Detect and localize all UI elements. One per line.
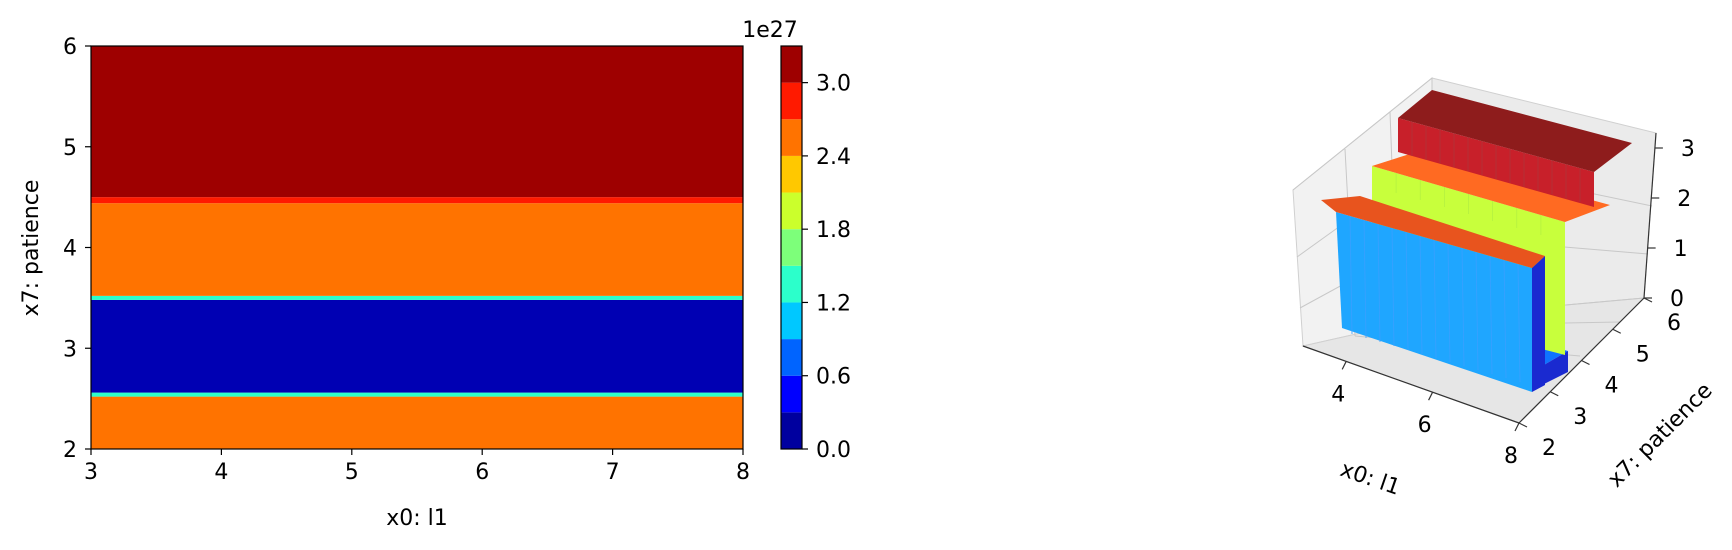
colorbar-ticks: 0.0 0.6 1.2 1.8 2.4 3.0 — [802, 72, 851, 463]
contour-x-tick-label-4: 7 — [606, 460, 620, 485]
colorbar-tick-label-1: 0.6 — [816, 365, 851, 390]
front-mesh-line-5 — [1405, 231, 1409, 351]
contour-y-tick-label-3: 5 — [63, 136, 77, 161]
surface-z-tick-label-2: 2 — [1677, 187, 1691, 212]
surface-front-top — [1321, 196, 1545, 268]
colorbar: 0.0 0.6 1.2 1.8 2.4 3.0 1e27 — [742, 18, 851, 463]
contour-y-ticks: 2 3 4 5 6 — [63, 35, 91, 463]
colorbar-level-5 — [781, 229, 802, 266]
front-mesh-line-10 — [1475, 251, 1479, 371]
surface-x-label: x0: l1 — [1337, 457, 1403, 501]
z-axis-line — [1643, 132, 1657, 299]
surface-y-label: x7: patience — [1603, 378, 1717, 492]
surface-x-tick-mark-1 — [1428, 391, 1434, 401]
surface-front-side — [1532, 256, 1545, 392]
colorbar-tick-label-2: 1.2 — [816, 291, 851, 316]
surface-z-tick-label-1: 1 — [1674, 237, 1688, 262]
surface-x-tick-mark-2 — [1514, 422, 1520, 432]
surface-y-tick-label-1: 3 — [1573, 405, 1587, 430]
contour-x-label: x0: l1 — [386, 506, 448, 531]
contour-x-tick-label-0: 3 — [84, 460, 98, 485]
colorbar-level-0 — [781, 412, 802, 449]
contour-band-6 — [91, 46, 743, 198]
colorbar-level-7 — [781, 155, 802, 193]
front-mesh-line-2 — [1363, 219, 1367, 339]
x-axis-line — [1302, 345, 1520, 424]
colorbar-level-6 — [781, 192, 802, 230]
contour-x-ticks: 3 4 5 6 7 8 — [84, 449, 750, 485]
surface-z-tick-label-0: 0 — [1670, 287, 1684, 312]
colorbar-levels — [781, 46, 802, 449]
surface-y-tick-mark-1 — [1549, 391, 1559, 397]
contour-band-0 — [91, 396, 743, 449]
contour-x-tick-label-5: 8 — [736, 460, 750, 485]
contour-bands — [91, 46, 743, 449]
contour-band-4 — [91, 203, 743, 296]
colorbar-level-4 — [781, 265, 802, 303]
contour-band-3 — [91, 295, 743, 300]
colorbar-level-9 — [781, 82, 802, 120]
contour-band-5 — [91, 197, 743, 204]
front-mesh-line-3 — [1377, 223, 1381, 343]
colorbar-level-2 — [781, 339, 802, 376]
colorbar-frame — [780, 45, 803, 450]
contour-band-2 — [91, 299, 743, 393]
front-mesh-line-9 — [1461, 247, 1465, 367]
surface-z-tick-label-3: 3 — [1681, 137, 1695, 162]
surface-y-tick-mark-2 — [1581, 359, 1590, 366]
surface-front-face — [1336, 212, 1532, 392]
front-mesh-line-6 — [1419, 235, 1423, 355]
surface-high-mesh — [1411, 121, 1581, 203]
contour-y-tick-label-1: 3 — [63, 337, 77, 362]
contour-x-tick-label-2: 5 — [345, 460, 359, 485]
front-mesh-line-4 — [1391, 227, 1395, 347]
colorbar-tick-label-4: 2.4 — [816, 145, 851, 170]
contour-y-tick-label-0: 2 — [63, 438, 77, 463]
colorbar-offset-label: 1e27 — [742, 18, 798, 43]
surface-x-tick-mark-0 — [1341, 361, 1347, 370]
colorbar-level-1 — [781, 375, 802, 413]
contour-y-tick-label-4: 6 — [63, 35, 77, 60]
front-mesh-line-7 — [1433, 239, 1437, 359]
front-mesh-line-11 — [1489, 255, 1493, 375]
front-mesh-line-1 — [1349, 215, 1353, 335]
contour-x-tick-label-3: 6 — [475, 460, 489, 485]
surface-y-tick-label-3: 5 — [1636, 342, 1650, 367]
surface-front-mesh — [1349, 215, 1521, 383]
surface-y-tick-mark-4 — [1643, 297, 1653, 303]
contour-band-1 — [91, 392, 743, 397]
contour-y-label: x7: patience — [19, 180, 44, 317]
surface-x-tick-label-2: 8 — [1504, 444, 1518, 469]
front-mesh-line-12 — [1503, 259, 1507, 379]
front-mesh-line-13 — [1517, 263, 1521, 383]
colorbar-tick-label-5: 3.0 — [816, 72, 851, 97]
colorbar-level-10 — [781, 46, 802, 83]
contour-y-tick-label-2: 4 — [63, 237, 77, 262]
colorbar-level-3 — [781, 302, 802, 340]
colorbar-level-8 — [781, 119, 802, 156]
surface-mid-top — [1372, 152, 1610, 222]
surface-y-tick-mark-3 — [1612, 328, 1622, 334]
surface-y-tick-label-0: 2 — [1542, 436, 1556, 461]
surface-y-tick-mark-0 — [1518, 422, 1528, 428]
surface-high-top — [1398, 90, 1632, 172]
surface-y-tick-label-2: 4 — [1605, 374, 1619, 399]
surface-mid-mesh — [1395, 173, 1542, 235]
surface-x-tick-label-1: 6 — [1418, 413, 1432, 438]
front-mesh-line-8 — [1447, 243, 1451, 363]
surface-x-tick-label-0: 4 — [1331, 382, 1345, 407]
colorbar-tick-label-3: 1.8 — [816, 218, 851, 243]
colorbar-tick-label-0: 0.0 — [816, 438, 851, 463]
contour-x-tick-label-1: 4 — [214, 460, 228, 485]
surface-y-tick-label-4: 6 — [1667, 311, 1681, 336]
